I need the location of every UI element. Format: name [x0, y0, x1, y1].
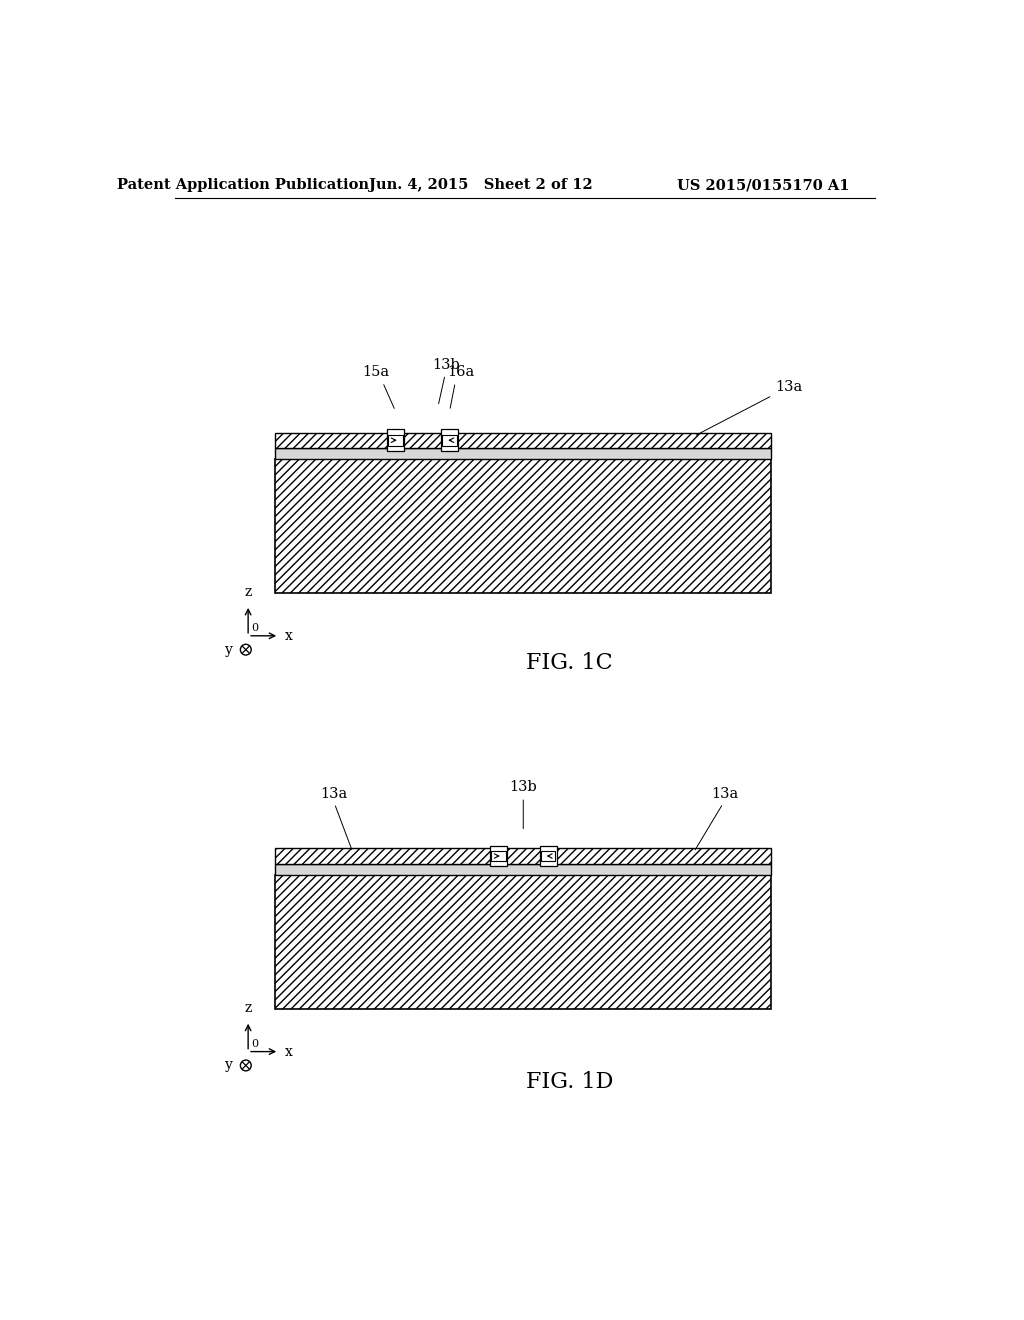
- Text: 15a: 15a: [362, 366, 394, 408]
- Bar: [387, 429, 403, 451]
- Text: 0: 0: [251, 1039, 258, 1048]
- Text: x: x: [286, 1044, 293, 1059]
- Text: z: z: [245, 585, 252, 599]
- Text: 0: 0: [251, 623, 258, 632]
- Text: FIG. 1C: FIG. 1C: [526, 652, 613, 673]
- Text: y: y: [225, 1059, 232, 1072]
- Text: 16a: 16a: [447, 366, 475, 408]
- Text: FIG. 1D: FIG. 1D: [526, 1072, 613, 1093]
- Text: 13b: 13b: [432, 358, 460, 404]
- Bar: [492, 851, 506, 861]
- Text: x: x: [286, 628, 293, 643]
- Text: US 2015/0155170 A1: US 2015/0155170 A1: [677, 178, 850, 193]
- Bar: [275, 849, 771, 863]
- Text: Jun. 4, 2015   Sheet 2 of 12: Jun. 4, 2015 Sheet 2 of 12: [369, 178, 593, 193]
- Bar: [275, 863, 771, 875]
- Text: z: z: [245, 1001, 252, 1015]
- Bar: [275, 459, 771, 594]
- Text: y: y: [225, 643, 232, 656]
- Bar: [441, 429, 458, 451]
- Text: 13a: 13a: [695, 787, 738, 850]
- Text: 13a: 13a: [319, 787, 352, 850]
- Bar: [275, 447, 771, 459]
- Bar: [275, 433, 771, 447]
- Text: 13a: 13a: [696, 380, 803, 436]
- Text: Patent Application Publication: Patent Application Publication: [117, 178, 369, 193]
- Text: 13b: 13b: [509, 780, 538, 829]
- Bar: [489, 846, 507, 866]
- Bar: [540, 846, 557, 866]
- Bar: [541, 851, 555, 861]
- Bar: [275, 874, 771, 1010]
- Bar: [388, 434, 402, 446]
- Bar: [442, 434, 457, 446]
